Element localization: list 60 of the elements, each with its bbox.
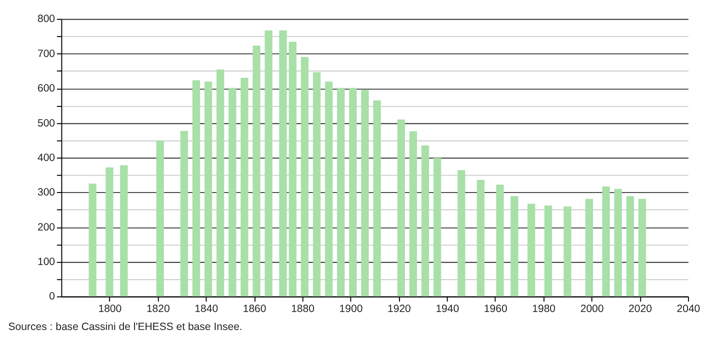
bar xyxy=(476,180,485,296)
bar xyxy=(458,170,466,296)
bar xyxy=(279,30,287,296)
bar xyxy=(88,184,96,296)
bar xyxy=(564,206,572,296)
x-tick-label: 1900 xyxy=(339,303,363,316)
x-tick-label: 2040 xyxy=(676,303,700,316)
y-tick-label: 400 xyxy=(37,152,56,164)
bar xyxy=(192,80,200,296)
y-tick-label: 600 xyxy=(37,82,56,95)
y-tick-label: 100 xyxy=(37,256,56,268)
bar xyxy=(228,88,236,296)
y-tick-label: 0 xyxy=(49,290,56,303)
bar xyxy=(614,188,622,296)
bar xyxy=(602,186,610,296)
bar xyxy=(240,78,248,296)
bar xyxy=(349,88,357,296)
bar xyxy=(433,158,442,296)
bar xyxy=(264,30,272,296)
x-tick-label: 1820 xyxy=(146,303,170,316)
x-tick-label: 2000 xyxy=(580,303,604,316)
x-tick-label: 2020 xyxy=(628,303,652,316)
bar xyxy=(510,196,518,296)
x-tick-label: 1840 xyxy=(194,303,218,316)
bar xyxy=(409,131,418,296)
bar xyxy=(397,119,405,296)
x-tick-label: 1940 xyxy=(436,303,460,316)
x-tick-label: 1860 xyxy=(242,303,266,316)
bar xyxy=(288,42,296,296)
bar xyxy=(544,205,552,296)
bar xyxy=(496,184,504,296)
x-tick-label: 1960 xyxy=(484,303,508,316)
bar xyxy=(300,57,309,296)
bar xyxy=(585,198,593,296)
y-tick-label: 500 xyxy=(37,117,56,130)
bar xyxy=(204,82,212,296)
bar xyxy=(312,72,321,296)
bar xyxy=(527,204,536,296)
y-tick-label: 200 xyxy=(37,221,56,234)
bar xyxy=(638,198,646,296)
y-tick-label: 700 xyxy=(37,48,56,60)
bar xyxy=(156,140,164,296)
bar xyxy=(252,46,260,296)
x-tick-label: 1980 xyxy=(532,303,556,316)
x-tick-label: 1880 xyxy=(291,303,315,316)
bar xyxy=(120,165,128,296)
x-tick-label: 1920 xyxy=(387,303,412,316)
bar xyxy=(626,196,634,296)
bar xyxy=(324,82,333,296)
source-note: Sources : base Cassini de l'EHESS et base Insee. xyxy=(8,320,242,333)
bar xyxy=(180,130,188,296)
y-tick-label: 800 xyxy=(37,13,56,26)
bar xyxy=(106,167,114,296)
y-tick-label: 300 xyxy=(37,186,56,199)
bar xyxy=(337,88,345,296)
bar xyxy=(373,100,381,296)
x-tick-label: 1800 xyxy=(98,303,122,316)
bar xyxy=(361,90,369,296)
bar xyxy=(421,145,430,296)
bar xyxy=(216,70,224,296)
